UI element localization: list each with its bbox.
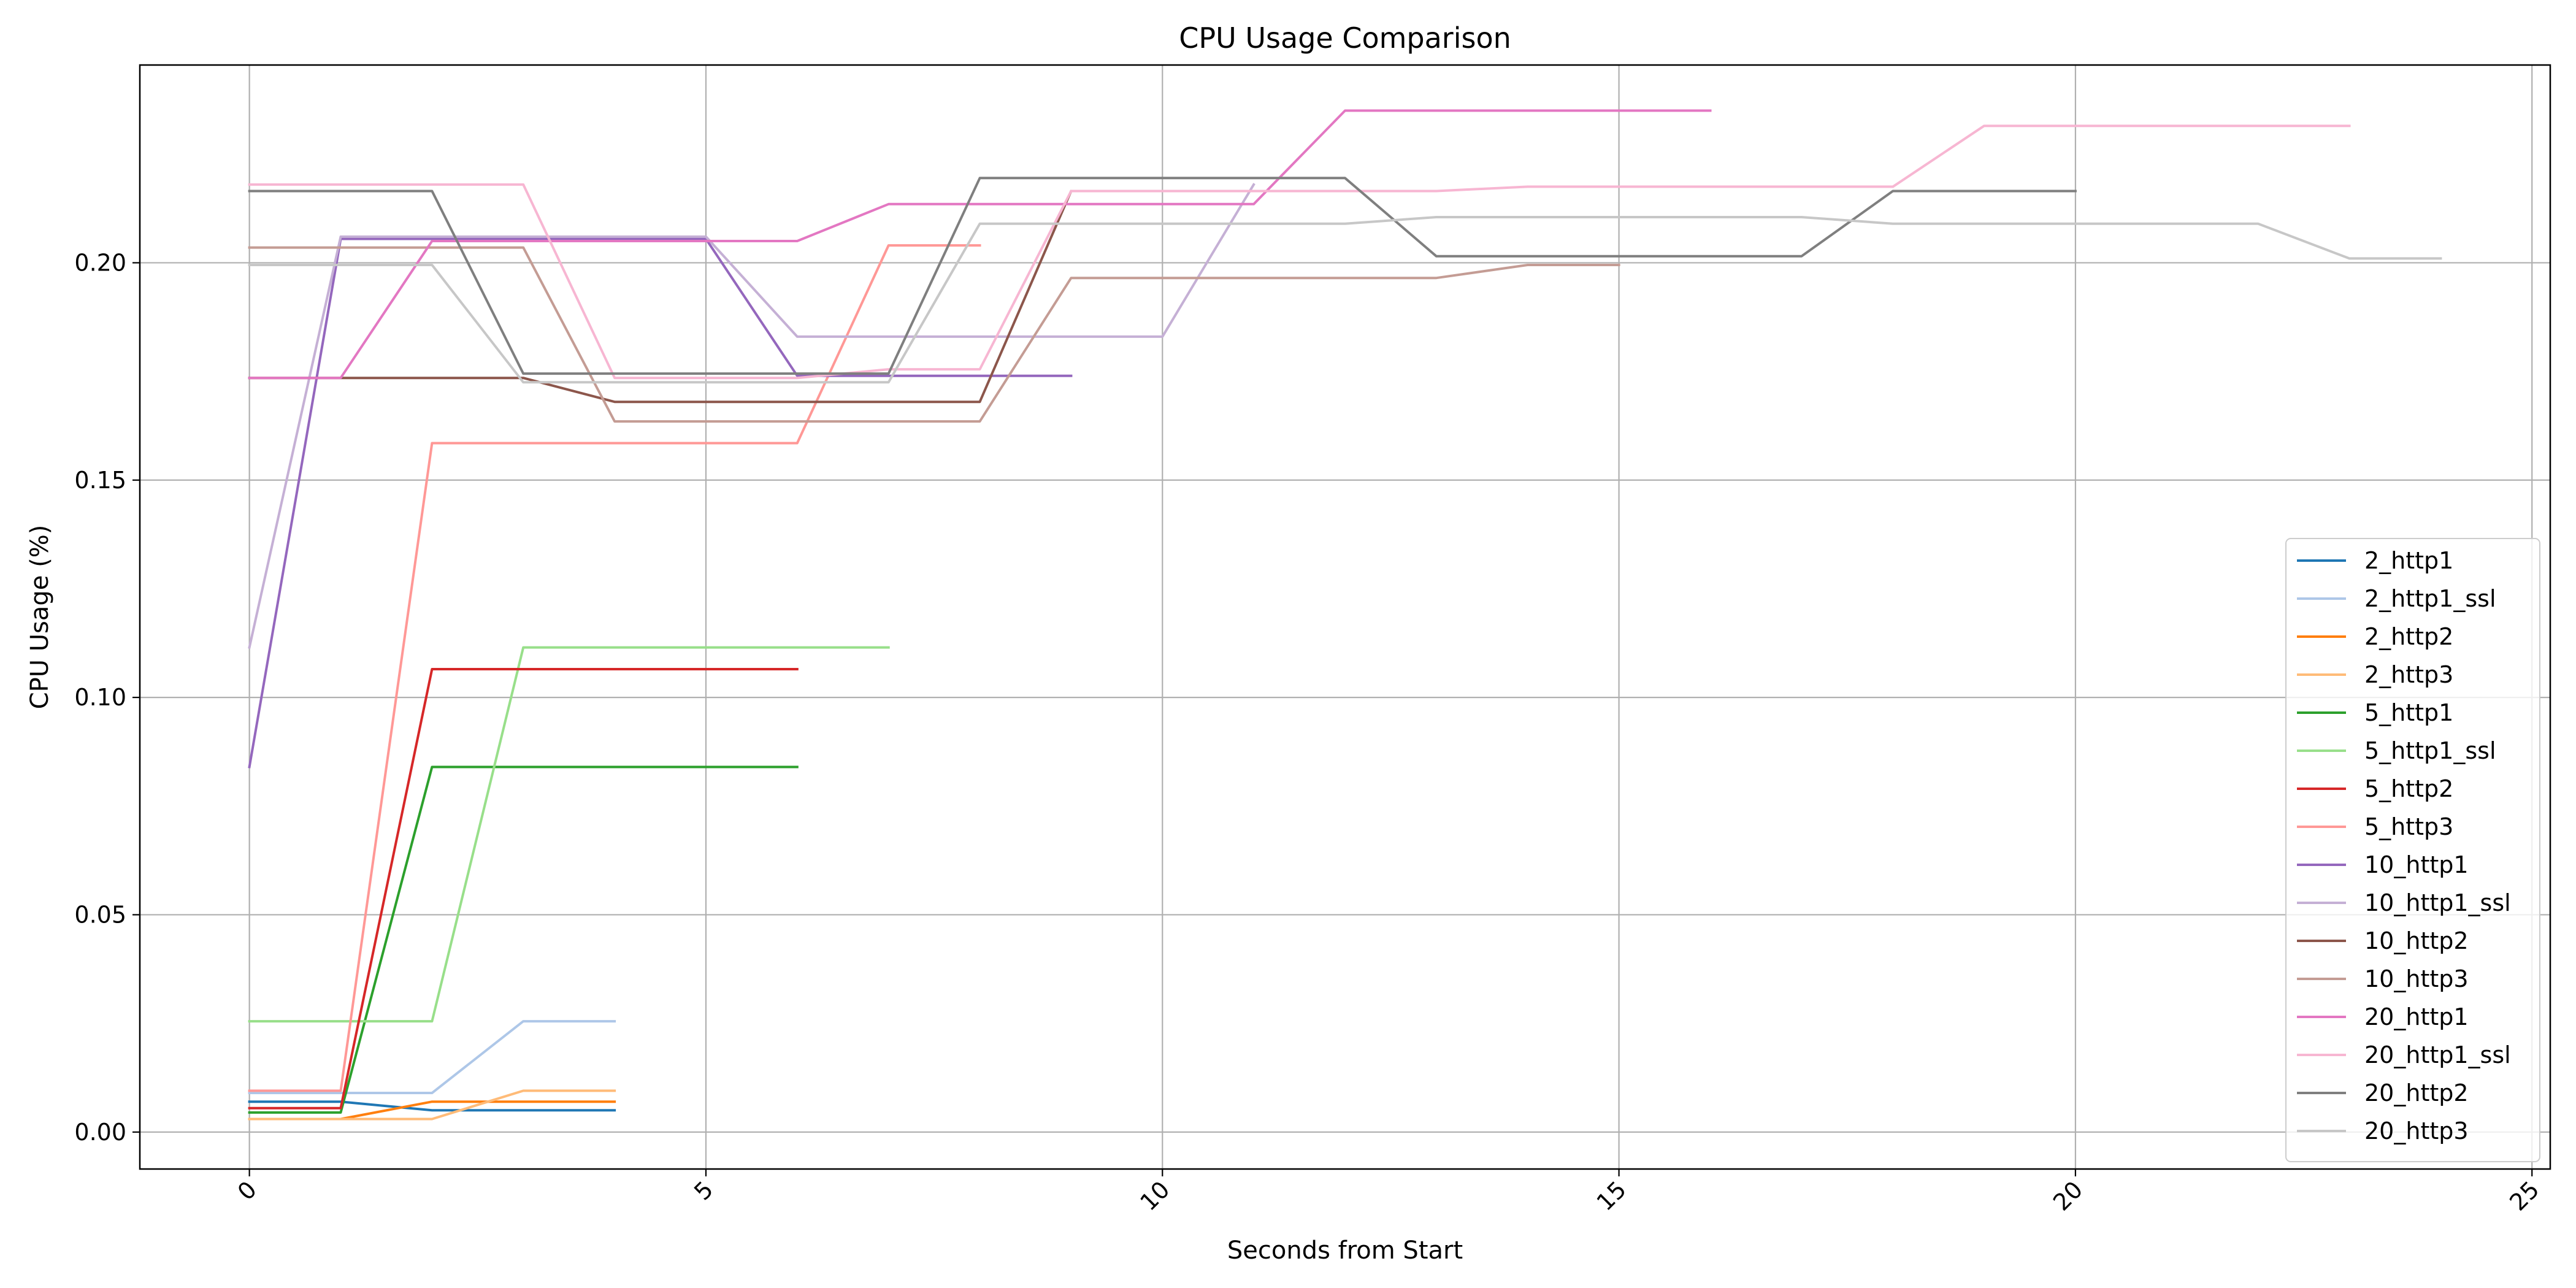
series-line-2-http1 bbox=[248, 1100, 616, 1112]
legend-label: 20_http2 bbox=[2364, 1079, 2469, 1106]
series-line-20-http2 bbox=[248, 177, 2077, 375]
legend: 2_http1 2_http1_ssl 2_http2 2_http3 5_http1 5… bbox=[2285, 538, 2540, 1162]
series-lines bbox=[248, 109, 2442, 1121]
legend-label: 10_http2 bbox=[2364, 927, 2469, 954]
series-line-20-http3 bbox=[248, 216, 2442, 384]
y-axis-label: CPU Usage (%) bbox=[26, 525, 54, 710]
legend-label: 20_http1 bbox=[2364, 1003, 2469, 1030]
legend-label: 20_http3 bbox=[2364, 1117, 2469, 1144]
legend-label: 5_http1_ssl bbox=[2364, 737, 2496, 764]
legend-label: 10_http1_ssl bbox=[2364, 889, 2511, 916]
y-tick-label: 0.05 bbox=[74, 901, 126, 928]
series-line-10-http1-ssl bbox=[248, 183, 1255, 649]
y-tick-label: 0.15 bbox=[74, 467, 126, 494]
legend-label: 2_http3 bbox=[2364, 661, 2453, 688]
legend-label: 2_http1 bbox=[2364, 547, 2453, 574]
legend-label: 20_http1_ssl bbox=[2364, 1041, 2511, 1068]
series-line-2-http3 bbox=[248, 1089, 616, 1121]
legend-box bbox=[2285, 538, 2540, 1162]
x-axis-label: Seconds from Start bbox=[1227, 1236, 1463, 1265]
chart-title: CPU Usage Comparison bbox=[1179, 21, 1511, 55]
series-line-20-http1 bbox=[248, 109, 1712, 380]
series-line-20-http1-ssl bbox=[248, 125, 2351, 380]
series-line-10-http3 bbox=[248, 246, 1620, 423]
series-line-5-http3 bbox=[248, 244, 981, 1092]
series-line-10-http1 bbox=[248, 237, 1073, 769]
axis-ticks: 0 5 10 15 20 250.000.050.100.150.20 bbox=[74, 249, 2544, 1216]
legend-label: 5_http2 bbox=[2364, 775, 2453, 802]
legend-label: 5_http1 bbox=[2364, 699, 2453, 726]
series-line-5-http1 bbox=[248, 765, 799, 1114]
y-tick-label: 0.00 bbox=[74, 1119, 126, 1146]
y-tick-label: 0.10 bbox=[74, 684, 126, 711]
legend-label: 2_http1_ssl bbox=[2364, 585, 2496, 612]
series-line-2-http1-ssl bbox=[248, 1020, 616, 1094]
series-line-5-http1-ssl bbox=[248, 646, 890, 1023]
plot-area-frame bbox=[139, 64, 2551, 1170]
series-line-10-http2 bbox=[248, 190, 1164, 404]
legend-label: 10_http1 bbox=[2364, 851, 2469, 878]
series-line-5-http2 bbox=[248, 668, 799, 1110]
legend-label: 5_http3 bbox=[2364, 813, 2453, 840]
legend-label: 10_http3 bbox=[2364, 965, 2469, 992]
y-tick-label: 0.20 bbox=[74, 249, 126, 276]
legend-label: 2_http2 bbox=[2364, 623, 2453, 650]
